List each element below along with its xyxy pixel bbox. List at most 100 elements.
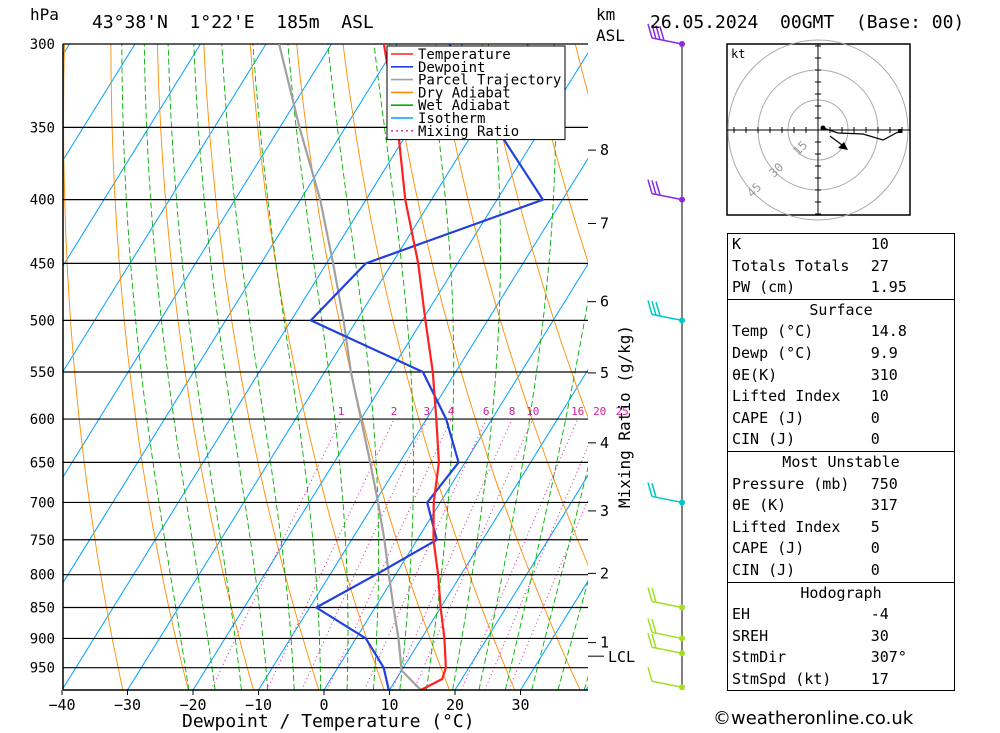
mixing-ratio-axis-label: Mixing Ratio (g/kg) [615, 325, 634, 508]
index-row: PW (cm) 1.95 [728, 277, 954, 299]
wind-barb-flag [659, 26, 665, 41]
hodograph-stat-row: SREH 30 [728, 626, 954, 648]
dry-adiabat-line [993, 44, 1000, 690]
index-value: 27 [870, 256, 889, 275]
wind-level-dot [679, 650, 685, 657]
most-unstable-label: Pressure (mb) [732, 474, 850, 493]
dry-adiabat-line [203, 44, 320, 690]
wind-barb-flag [651, 633, 657, 649]
dewpoint-line [309, 44, 545, 690]
surface-value: 0 [870, 408, 880, 427]
surface-label: CIN (J) [732, 430, 796, 449]
wet-adiabat-line [252, 44, 322, 690]
most-unstable-label: CIN (J) [732, 560, 796, 579]
copyright-footer[interactable]: ©weatheronline.co.uk [713, 708, 914, 729]
surface-label: Temp (°C) [732, 322, 814, 341]
pressure-tick-label: 700 [30, 495, 55, 511]
hodograph-trace [822, 127, 901, 141]
dry-adiabat-line [342, 44, 516, 690]
legend-label: Wet Adiabat [418, 98, 511, 114]
wet-adiabat-line [143, 44, 216, 690]
legend-label: Isotherm [418, 111, 485, 127]
pressure-tick-label: 400 [30, 193, 55, 209]
hodograph-end-marker [898, 129, 902, 133]
wind-barb [651, 495, 683, 504]
x-tick-label: −30 [114, 696, 141, 714]
hodograph-stat-label: StmDir [732, 648, 787, 667]
pressure-tick-label: 450 [30, 256, 55, 272]
index-label: K [732, 235, 742, 253]
mixing-ratio-label: 4 [448, 405, 455, 418]
most-unstable-value: 0 [870, 560, 880, 579]
wind-level-dot [679, 317, 685, 324]
index-row: K 10 [728, 234, 954, 256]
legend-label: Dry Adiabat [418, 85, 511, 101]
wind-barb-flag [655, 25, 661, 40]
surface-label: CAPE (J) [732, 408, 805, 427]
isotherm-line [520, 580, 588, 690]
isotherm-line [323, 263, 588, 690]
x-tick-label: 0 [319, 696, 328, 714]
isotherm-line [63, 44, 332, 479]
isotherm-line [454, 474, 588, 690]
x-tick-label: −20 [179, 696, 206, 714]
pressure-tick-label: 300 [30, 37, 55, 53]
dry-adiabat-line [156, 44, 255, 690]
x-axis-label: Dewpoint / Temperature (°C) [182, 711, 475, 732]
hodograph-stat-label: StmSpd (kt) [732, 669, 832, 688]
wind-barb-flag [647, 587, 653, 602]
hodograph-title: Hodograph [800, 583, 882, 602]
hodograph-stat-label: SREH [732, 626, 769, 645]
isotherm-line [258, 157, 588, 690]
x-tick-label: −40 [48, 696, 75, 714]
wind-barb [651, 37, 683, 45]
most-unstable-value: 317 [870, 496, 898, 515]
wind-barb-flag [647, 667, 653, 682]
pressure-tick-label: 950 [30, 661, 55, 677]
wet-adiabat-line [504, 297, 588, 690]
pressure-tick-label: 650 [30, 455, 55, 471]
pressure-tick-label: 750 [30, 533, 55, 549]
mixing-ratio-line [484, 445, 588, 690]
mixing-ratio-line [508, 498, 588, 690]
wind-barb-flag [651, 619, 657, 634]
hodograph-stat-label: EH [732, 605, 751, 624]
mixing-ratio-label: 25 [616, 405, 629, 418]
mixing-ratio-line [460, 418, 579, 690]
wind-barb [651, 680, 683, 688]
indices-panel: K 10 Totals Totals 27 PW (cm) 1.95 Surface Te… [727, 233, 955, 692]
x-tick-label: −10 [245, 696, 272, 714]
wind-barb-flag [647, 482, 653, 497]
wind-barb-flag [647, 618, 653, 633]
wind-barb-flag [651, 588, 657, 603]
x-tick-label: 30 [511, 696, 529, 714]
wind-level-dot [679, 604, 685, 611]
hodograph-stat-value: 30 [870, 626, 889, 645]
hodograph-stat-value: 307° [870, 648, 907, 667]
parcel-trajectory-line [278, 44, 422, 690]
dry-adiabat-line [435, 44, 588, 566]
surface-value: 14.8 [870, 322, 907, 341]
pressure-tick-label: 550 [30, 365, 55, 381]
mixing-ratio-label: 2 [391, 405, 398, 418]
mixing-ratio-line [326, 418, 452, 690]
most-unstable-title: Most Unstable [782, 452, 900, 471]
mixing-ratio-line [363, 418, 487, 690]
surface-value: 310 [870, 365, 898, 384]
mixing-ratio-label: 10 [526, 405, 539, 418]
storm-motion-arrowhead [838, 142, 848, 150]
temperature-line [382, 44, 447, 690]
wind-barb [651, 646, 683, 654]
most-unstable-label: Lifted Index [732, 517, 841, 536]
hodograph-unit: kt [731, 47, 745, 61]
dry-adiabat-line [249, 44, 385, 690]
wet-adiabat-line [452, 44, 501, 690]
surface-title: Surface [809, 300, 873, 319]
mixing-ratio-line [413, 418, 534, 690]
legend-label: Mixing Ratio [418, 124, 519, 140]
pressure-tick-label: 900 [30, 631, 55, 647]
legend-box [386, 45, 566, 141]
legend-label: Dewpoint [418, 60, 485, 76]
wind-level-dot [679, 684, 685, 691]
